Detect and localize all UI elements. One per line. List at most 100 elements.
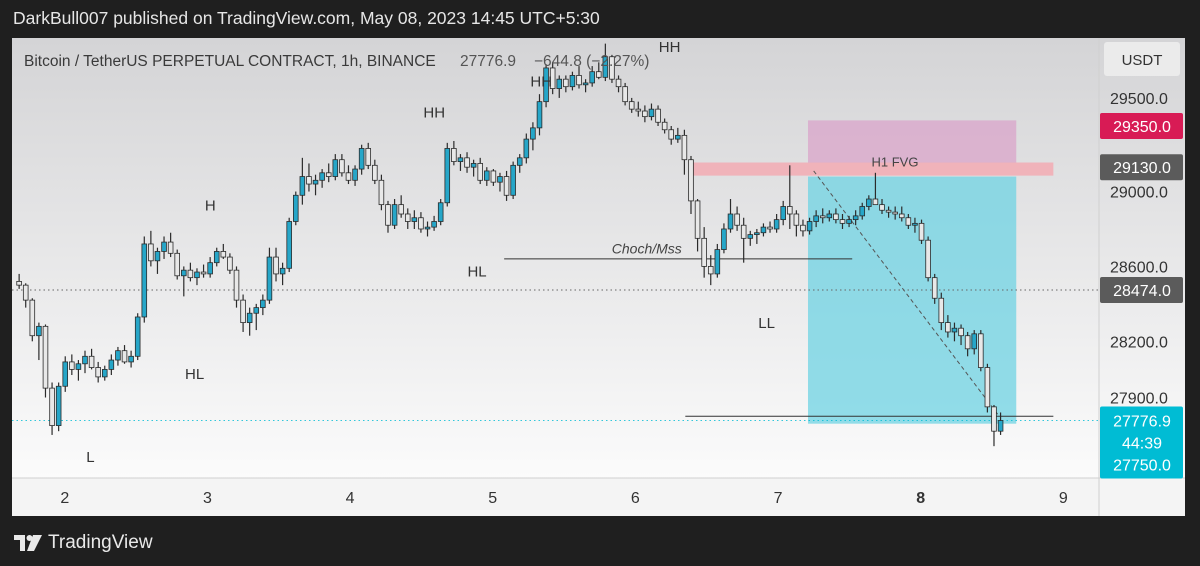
candle-body[interactable]	[29, 299, 36, 337]
candle-body[interactable]	[536, 101, 543, 129]
candle-body[interactable]	[411, 217, 418, 222]
candle-body[interactable]	[905, 217, 912, 226]
candle-body[interactable]	[852, 215, 859, 221]
candle-body[interactable]	[279, 267, 286, 275]
candle-body[interactable]	[747, 234, 754, 239]
candle-body[interactable]	[451, 148, 457, 162]
candle-body[interactable]	[207, 262, 213, 275]
candle-body[interactable]	[596, 71, 602, 78]
candle-body[interactable]	[22, 284, 29, 301]
candle-body[interactable]	[312, 179, 319, 185]
candle-body[interactable]	[971, 333, 977, 350]
zone-supply[interactable]	[807, 120, 1017, 163]
candle-body[interactable]	[523, 138, 530, 159]
candle-body[interactable]	[628, 101, 635, 110]
candle-body[interactable]	[602, 56, 609, 78]
candle-body[interactable]	[846, 219, 852, 224]
candle-body[interactable]	[721, 228, 727, 250]
candle-body[interactable]	[872, 198, 879, 206]
candle-body[interactable]	[569, 75, 576, 88]
candle-body[interactable]	[253, 307, 260, 314]
candle-body[interactable]	[200, 271, 207, 275]
candle-body[interactable]	[352, 168, 358, 181]
candle-body[interactable]	[701, 237, 707, 267]
candle-body[interactable]	[780, 206, 786, 221]
candle-body[interactable]	[148, 243, 154, 262]
candle-body[interactable]	[859, 206, 866, 217]
candle-body[interactable]	[477, 163, 483, 181]
price-axis[interactable]	[1099, 38, 1185, 478]
candle-body[interactable]	[556, 78, 563, 89]
candle-body[interactable]	[365, 148, 372, 166]
candle-body[interactable]	[787, 206, 793, 215]
candle-body[interactable]	[220, 251, 227, 258]
candle-body[interactable]	[668, 129, 675, 140]
candle-body[interactable]	[938, 297, 945, 323]
candle-body[interactable]	[734, 213, 740, 226]
candle-body[interactable]	[457, 157, 464, 162]
candle-body[interactable]	[187, 269, 194, 279]
candle-body[interactable]	[464, 157, 470, 168]
candle-body[interactable]	[991, 406, 997, 432]
candle-body[interactable]	[418, 217, 424, 230]
candle-body[interactable]	[16, 281, 22, 286]
candle-body[interactable]	[945, 322, 951, 333]
candle-body[interactable]	[227, 256, 233, 271]
candle-body[interactable]	[134, 316, 141, 357]
candle-body[interactable]	[101, 369, 108, 378]
candle-body[interactable]	[866, 198, 872, 207]
currency-label[interactable]: USDT	[1122, 52, 1163, 69]
candle-body[interactable]	[378, 179, 385, 206]
candle-body[interactable]	[240, 299, 246, 323]
candle-body[interactable]	[892, 211, 898, 215]
candle-body[interactable]	[213, 251, 220, 264]
candle-body[interactable]	[826, 213, 833, 219]
candle-body[interactable]	[688, 159, 694, 202]
candle-body[interactable]	[174, 252, 180, 277]
candle-body[interactable]	[912, 222, 918, 226]
candle-body[interactable]	[622, 86, 628, 103]
candle-body[interactable]	[839, 219, 846, 224]
candle-body[interactable]	[951, 327, 958, 333]
candle-body[interactable]	[49, 387, 55, 426]
candle-body[interactable]	[325, 172, 332, 177]
candle-body[interactable]	[246, 312, 253, 323]
candle-body[interactable]	[609, 56, 615, 80]
candle-body[interactable]	[800, 224, 806, 232]
candle-body[interactable]	[62, 361, 69, 387]
candle-body[interactable]	[444, 148, 451, 204]
candle-body[interactable]	[490, 170, 497, 183]
candle-body[interactable]	[978, 333, 984, 368]
candle-body[interactable]	[372, 164, 378, 181]
candle-body[interactable]	[833, 213, 839, 221]
candle-body[interactable]	[879, 204, 885, 211]
candle-body[interactable]	[385, 204, 391, 226]
candle-body[interactable]	[339, 159, 345, 174]
candle-body[interactable]	[431, 221, 437, 228]
candle-body[interactable]	[82, 355, 88, 365]
candle-body[interactable]	[42, 325, 49, 389]
candle-body[interactable]	[931, 277, 938, 299]
candle-body[interactable]	[510, 164, 516, 196]
candle-body[interactable]	[642, 110, 648, 118]
candle-body[interactable]	[582, 82, 589, 86]
candle-body[interactable]	[299, 176, 306, 196]
candle-body[interactable]	[437, 202, 444, 222]
candle-body[interactable]	[648, 108, 655, 118]
candle-body[interactable]	[885, 209, 892, 213]
candle-body[interactable]	[819, 215, 826, 219]
candle-body[interactable]	[675, 134, 681, 140]
candle-body[interactable]	[286, 221, 292, 269]
trend-dashed-line[interactable]	[813, 170, 1000, 417]
candle-body[interactable]	[161, 241, 167, 252]
candle-body[interactable]	[358, 148, 365, 170]
candle-body[interactable]	[121, 350, 128, 363]
candle-body[interactable]	[233, 269, 240, 301]
candle-body[interactable]	[69, 361, 75, 370]
candle-body[interactable]	[615, 78, 622, 88]
candle-body[interactable]	[55, 385, 62, 426]
candle-body[interactable]	[918, 222, 925, 241]
candle-body[interactable]	[773, 219, 780, 230]
candle-body[interactable]	[398, 204, 404, 215]
